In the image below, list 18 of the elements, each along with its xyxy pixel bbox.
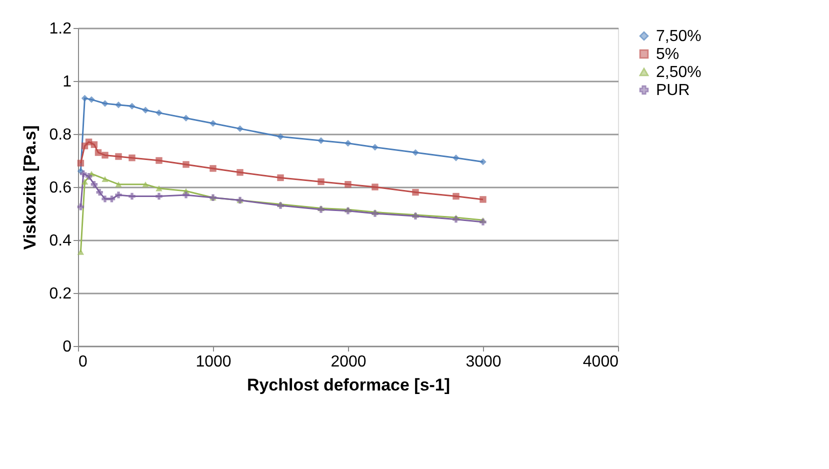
x-axis-title: Rychlost deformace [s-1] — [246, 376, 450, 394]
y-axis-title: Viskozita [Pa.s] — [20, 125, 40, 250]
y-tick-label: 0.2 — [49, 286, 72, 302]
x-tick-label: 1000 — [196, 354, 232, 370]
x-tick-label: 4000 — [582, 354, 619, 370]
y-tick-label: 0.8 — [49, 126, 72, 144]
y-tick-label: 0.6 — [49, 180, 72, 196]
x-tick-label: 3000 — [466, 354, 502, 370]
y-tick-label: 1 — [62, 74, 72, 90]
x-tick-label: 0 — [78, 354, 88, 370]
y-tick-label: 0.4 — [49, 232, 72, 250]
x-tick-label: 2000 — [330, 354, 366, 370]
legend-label: 5% — [656, 46, 680, 63]
legend-label: 2,50% — [656, 64, 702, 81]
legend-label: 7,50% — [656, 28, 702, 45]
legend-label: PUR — [656, 82, 690, 99]
y-tick-label: 0 — [62, 338, 72, 356]
y-tick-label: 1.2 — [49, 20, 72, 38]
